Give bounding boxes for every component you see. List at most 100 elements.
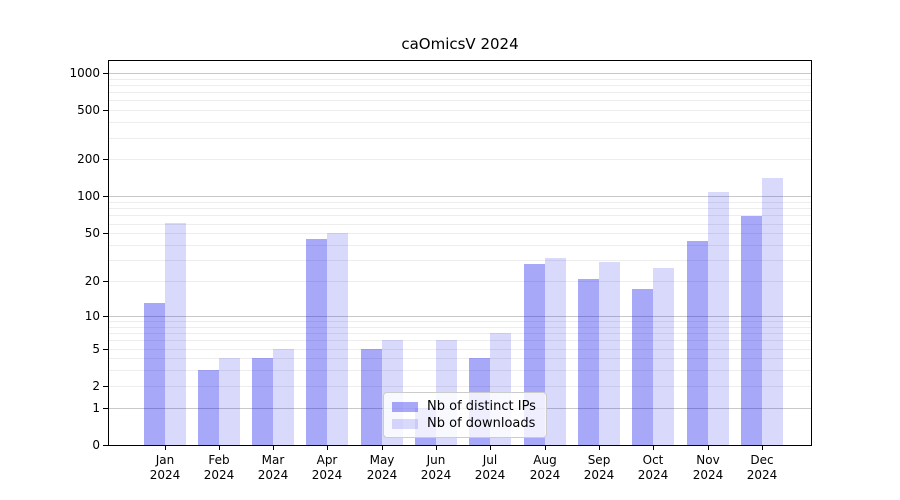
bar-distinct-ips [198, 370, 219, 445]
x-tick-mark [219, 446, 220, 450]
bar-distinct-ips [361, 349, 382, 445]
minor-gridline [109, 358, 811, 359]
y-tick-mark [103, 196, 108, 197]
x-tick-label: Apr 2024 [311, 453, 343, 482]
x-tick-label: Dec 2024 [746, 453, 778, 482]
minor-gridline [109, 100, 811, 101]
x-tick-label: May 2024 [366, 453, 398, 482]
minor-gridline [109, 208, 811, 209]
bar-downloads [165, 223, 186, 445]
minor-gridline [109, 122, 811, 123]
legend-label-distinct-ips: Nb of distinct IPs [427, 399, 536, 414]
minor-gridline [109, 79, 811, 80]
y-tick-label: 100 [77, 189, 100, 203]
y-tick-label: 5 [92, 342, 100, 356]
x-tick-label: Oct 2024 [637, 453, 669, 482]
y-tick-mark [103, 73, 108, 74]
y-tick-label: 2 [92, 379, 100, 393]
y-tick-mark [103, 281, 108, 282]
minor-gridline [109, 281, 811, 282]
bar-distinct-ips [144, 303, 165, 445]
x-tick-mark [327, 446, 328, 450]
x-tick-mark [382, 446, 383, 450]
minor-gridline [109, 224, 811, 225]
major-gridline [109, 316, 811, 317]
chart-title: caOmicsV 2024 [401, 35, 519, 53]
y-tick-mark [103, 110, 108, 111]
y-tick-mark [103, 316, 108, 317]
x-tick-mark [273, 446, 274, 450]
x-tick-mark [490, 446, 491, 450]
bar-downloads [599, 262, 620, 445]
y-tick-label: 1000 [69, 66, 100, 80]
minor-gridline [109, 333, 811, 334]
x-tick-label: Nov 2024 [692, 453, 724, 482]
x-tick-label: Feb 2024 [203, 453, 235, 482]
minor-gridline [109, 349, 811, 350]
minor-gridline [109, 327, 811, 328]
minor-gridline [109, 159, 811, 160]
bar-downloads [219, 358, 240, 445]
minor-gridline [109, 321, 811, 322]
bar-distinct-ips [578, 279, 599, 445]
bar-distinct-ips [687, 241, 708, 445]
x-tick-label: Mar 2024 [257, 453, 289, 482]
bar-distinct-ips [252, 358, 273, 445]
y-tick-label: 20 [84, 274, 100, 288]
legend-item-downloads: Nb of downloads [392, 415, 538, 432]
minor-gridline [109, 370, 811, 371]
y-tick-mark [103, 349, 108, 350]
major-gridline [109, 196, 811, 197]
bar-distinct-ips [741, 216, 762, 445]
bar-downloads [545, 258, 566, 445]
y-tick-label: 10 [84, 309, 100, 323]
y-tick-mark [103, 159, 108, 160]
y-tick-label: 1 [92, 401, 100, 415]
y-tick-label: 500 [77, 103, 100, 117]
minor-gridline [109, 386, 811, 387]
bar-downloads [327, 233, 348, 445]
x-tick-mark [708, 446, 709, 450]
minor-gridline [109, 85, 811, 86]
y-tick-label: 200 [77, 152, 100, 166]
bar-distinct-ips [306, 239, 327, 445]
y-tick-label: 50 [84, 226, 100, 240]
x-tick-mark [545, 446, 546, 450]
bar-downloads [653, 268, 674, 445]
minor-gridline [109, 92, 811, 93]
x-tick-mark [599, 446, 600, 450]
bar-downloads [273, 349, 294, 445]
x-tick-mark [165, 446, 166, 450]
y-tick-label: 0 [92, 438, 100, 452]
minor-gridline [109, 260, 811, 261]
x-tick-label: Sep 2024 [583, 453, 615, 482]
minor-gridline [109, 340, 811, 341]
minor-gridline [109, 215, 811, 216]
legend-item-distinct-ips: Nb of distinct IPs [392, 398, 538, 415]
y-tick-mark [103, 408, 108, 409]
minor-gridline [109, 202, 811, 203]
x-tick-mark [653, 446, 654, 450]
bar-downloads [708, 192, 729, 445]
x-tick-label: Jul 2024 [474, 453, 506, 482]
y-tick-mark [103, 445, 108, 446]
y-tick-mark [103, 386, 108, 387]
minor-gridline [109, 138, 811, 139]
major-gridline [109, 73, 811, 74]
minor-gridline [109, 110, 811, 111]
x-tick-mark [762, 446, 763, 450]
minor-gridline [109, 245, 811, 246]
x-tick-label: Jun 2024 [420, 453, 452, 482]
bar-downloads [762, 178, 783, 445]
legend-swatch-downloads [392, 418, 418, 429]
y-tick-mark [103, 233, 108, 234]
legend: Nb of distinct IPs Nb of downloads [383, 392, 547, 438]
minor-gridline [109, 233, 811, 234]
x-tick-label: Jan 2024 [149, 453, 181, 482]
legend-label-downloads: Nb of downloads [427, 416, 536, 431]
bar-distinct-ips [632, 289, 653, 445]
x-tick-label: Aug 2024 [529, 453, 561, 482]
x-tick-mark [436, 446, 437, 450]
legend-swatch-distinct-ips [392, 401, 418, 412]
